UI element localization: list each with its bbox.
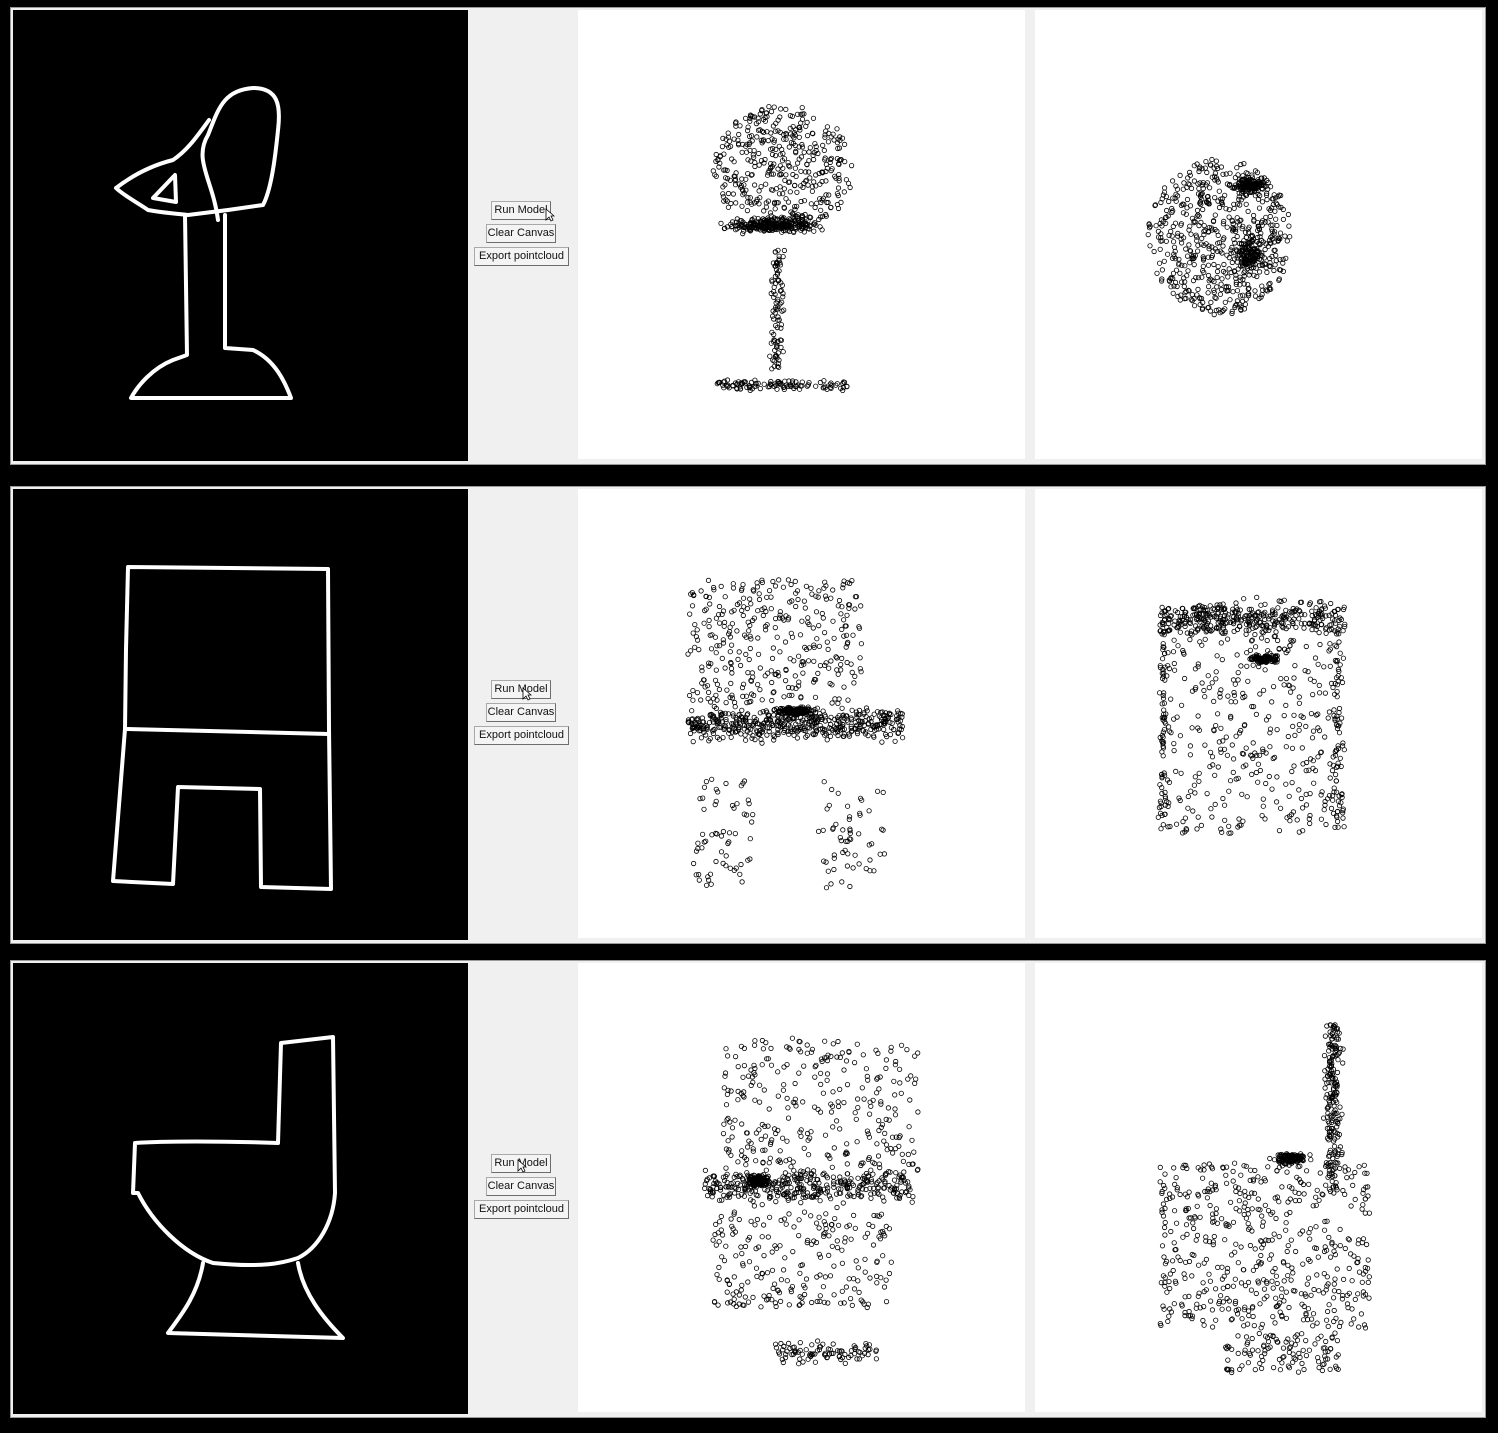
pointcloud-front-view [578, 10, 1025, 459]
point-cloud-points [710, 104, 855, 393]
clear-canvas-button[interactable]: Clear Canvas [486, 224, 556, 243]
export-pointcloud-button[interactable]: Export pointcloud [474, 726, 569, 745]
pointcloud-side-view [1035, 10, 1482, 459]
app-window-3: Run Model Clear Canvas Export pointcloud [10, 960, 1486, 1418]
pc-3b [1157, 1022, 1372, 1376]
mouse-cursor-icon [517, 1159, 527, 1173]
pc-2b [1155, 594, 1348, 836]
sketch-seat [131, 1035, 345, 1340]
point-cloud-points [1155, 594, 1348, 836]
point-cloud-points [1157, 1022, 1372, 1376]
point-cloud-points [1145, 156, 1293, 318]
pc-2a [685, 577, 906, 891]
mouse-cursor-icon [545, 208, 555, 222]
pointcloud-front-view [578, 963, 1025, 1412]
pc-3a [702, 1035, 921, 1367]
pointcloud-side-view [1035, 489, 1482, 938]
drawing-canvas[interactable] [13, 10, 468, 461]
control-panel: Run Model Clear Canvas Export pointcloud [469, 8, 579, 462]
pc-1a [710, 104, 855, 393]
clear-canvas-button[interactable]: Clear Canvas [486, 1177, 556, 1196]
mouse-cursor-icon [522, 687, 532, 701]
export-pointcloud-button[interactable]: Export pointcloud [474, 1200, 569, 1219]
control-panel: Run Model Clear Canvas Export pointcloud [469, 487, 579, 941]
point-cloud-points [702, 1035, 921, 1367]
app-window-2: Run Model Clear Canvas Export pointcloud [10, 486, 1486, 944]
clear-canvas-button[interactable]: Clear Canvas [486, 703, 556, 722]
sketch-chair [111, 565, 333, 891]
pc-1b [1145, 156, 1293, 318]
app-window-1: Run Model Clear Canvas Export pointcloud [10, 7, 1486, 465]
sketch-lamp [114, 86, 293, 400]
pointcloud-front-view [578, 489, 1025, 938]
point-cloud-points [685, 577, 906, 891]
control-panel: Run Model Clear Canvas Export pointcloud [469, 961, 579, 1415]
drawing-canvas[interactable] [13, 963, 468, 1414]
export-pointcloud-button[interactable]: Export pointcloud [474, 247, 569, 266]
drawing-canvas[interactable] [13, 489, 468, 940]
run-model-button[interactable]: Run Model [491, 680, 551, 699]
run-model-button[interactable]: Run Model [491, 201, 551, 220]
pointcloud-side-view [1035, 963, 1482, 1412]
